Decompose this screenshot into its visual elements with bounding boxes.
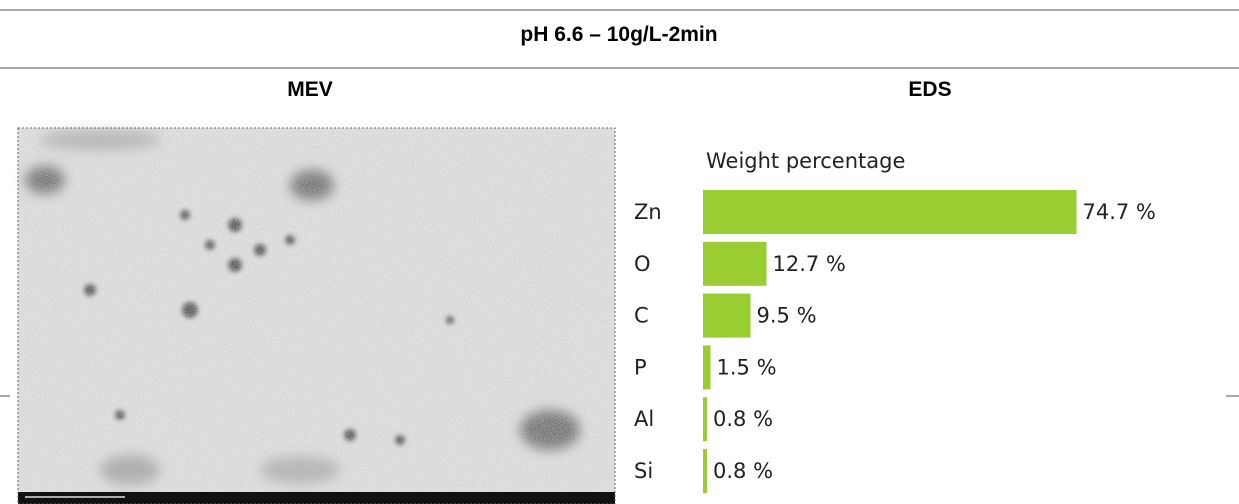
bar (703, 241, 767, 286)
value-label: 0.8 % (713, 407, 773, 431)
category-label: Al (634, 407, 654, 431)
column-header: MEV (287, 78, 333, 101)
value-label: 0.8 % (713, 459, 773, 483)
column-header: EDS (908, 78, 951, 101)
bar (703, 345, 711, 390)
chart-title: Weight percentage (706, 149, 905, 173)
category-label: Zn (634, 200, 662, 224)
bar (703, 397, 707, 442)
category-label: Si (634, 459, 653, 483)
value-label: 74.7 % (1083, 200, 1156, 224)
category-label: C (634, 304, 649, 328)
bar (703, 293, 751, 338)
figure-title: pH 6.6 – 10g/L-2min (520, 23, 717, 46)
category-label: P (634, 355, 647, 379)
sem-image (17, 127, 616, 504)
bar (703, 449, 707, 493)
bar (703, 190, 1077, 234)
category-label: O (634, 252, 651, 276)
value-label: 9.5 % (757, 304, 817, 328)
value-label: 12.7 % (773, 252, 846, 276)
value-label: 1.5 % (717, 355, 777, 379)
